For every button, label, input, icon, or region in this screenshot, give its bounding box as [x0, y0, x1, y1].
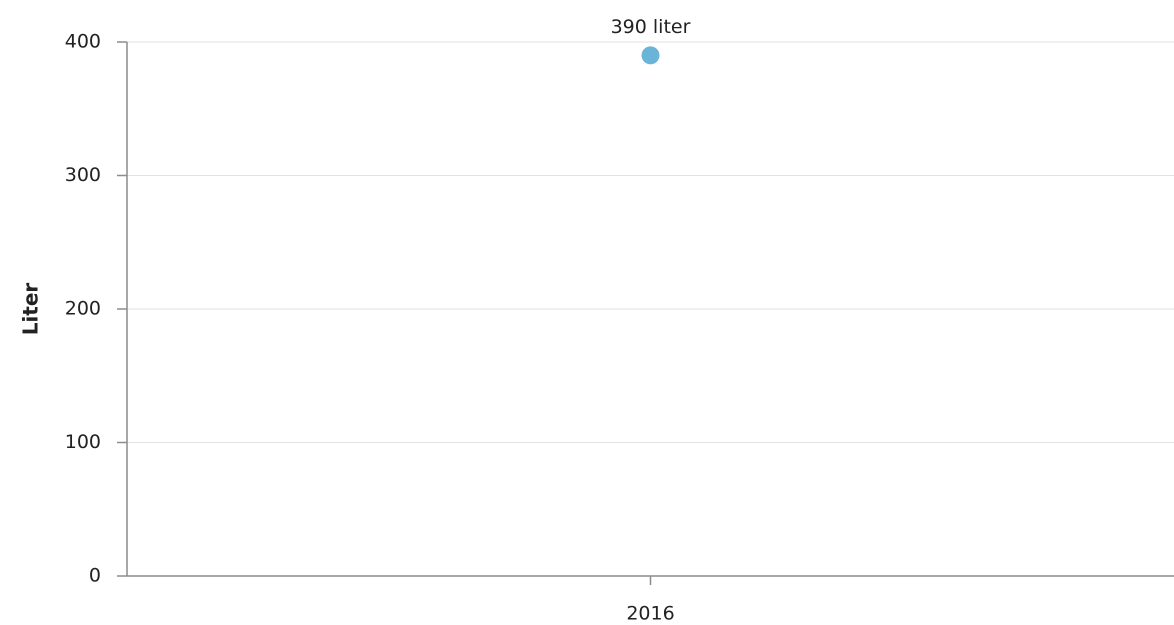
y-tick-label: 100 [65, 431, 101, 453]
y-tick-label: 300 [65, 164, 101, 186]
point [641, 46, 660, 65]
y-tick-label: 200 [65, 298, 101, 320]
x-tick-label: 2016 [626, 603, 674, 625]
y-tick-label: 400 [65, 31, 101, 53]
y-tick-label: 0 [89, 565, 101, 587]
data-label: 390 liter [611, 16, 691, 38]
y-axis-label: Liter [19, 283, 43, 336]
